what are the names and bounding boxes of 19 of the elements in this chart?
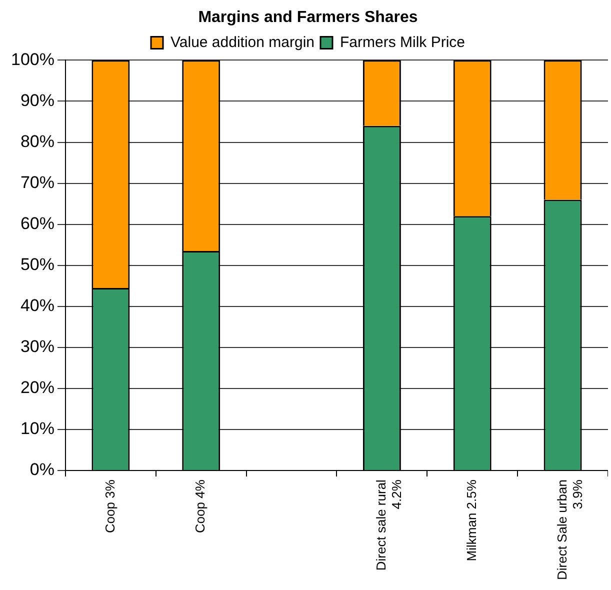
- x-tick-label: Direct Sale urban 3.9%: [554, 479, 585, 580]
- y-tick-label: 80%: [20, 132, 54, 151]
- y-tick-label: 90%: [20, 90, 54, 110]
- y-tick-label: 10%: [20, 419, 54, 438]
- y-tick-label: 60%: [20, 214, 54, 234]
- y-tick-label: 70%: [20, 172, 54, 192]
- legend-label: Farmers Milk Price: [340, 34, 466, 51]
- x-tick-label: Milkman 2.5%: [464, 479, 479, 562]
- y-tick-label: 50%: [20, 255, 54, 274]
- y-tick-label: 40%: [20, 296, 54, 316]
- y-tick-label: 100%: [10, 50, 54, 69]
- x-tick-label: Coop 3%: [102, 479, 118, 534]
- chart-title: Margins and Farmers Shares: [198, 9, 418, 26]
- y-tick-label: 20%: [20, 378, 54, 398]
- x-tick-label: Coop 4%: [192, 479, 208, 534]
- x-tick-label: Direct sale rural 4.2%: [374, 479, 404, 571]
- y-tick-label: 0%: [30, 460, 54, 480]
- y-tick-label: 30%: [20, 337, 54, 356]
- legend-label: Value addition margin: [170, 34, 314, 51]
